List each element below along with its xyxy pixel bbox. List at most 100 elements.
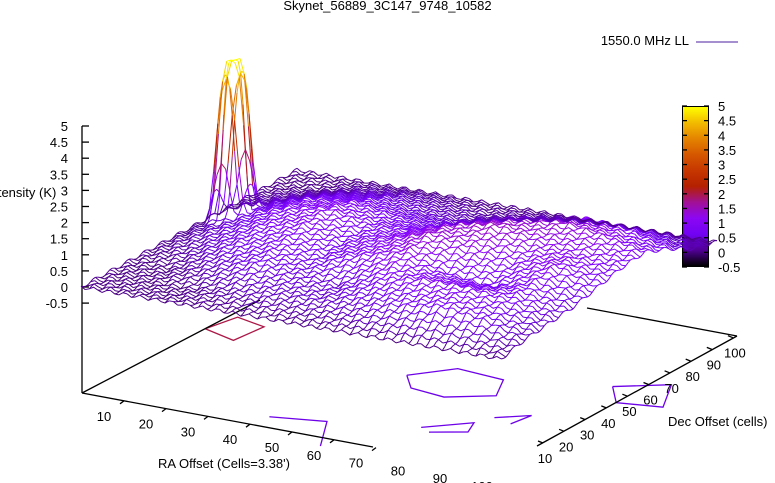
surface-mesh-line (493, 350, 498, 354)
y-tick-label: 20 (559, 439, 573, 454)
surface-mesh-line (476, 337, 480, 343)
surface-mesh-line (421, 286, 425, 289)
surface-mesh-line (263, 295, 269, 298)
surface-mesh-line (450, 345, 454, 349)
surface-mesh-line (427, 339, 431, 345)
surface-mesh-line (277, 287, 287, 292)
surface-mesh-line (597, 234, 601, 239)
surface-mesh-line (493, 318, 497, 324)
surface-mesh-line (252, 316, 258, 320)
surface-mesh-line (170, 293, 175, 296)
surface-mesh-line (360, 271, 364, 275)
surface-mesh-line (168, 278, 174, 282)
surface-mesh-line (467, 344, 473, 349)
surface-mesh-line (559, 280, 563, 286)
surface-mesh-line (511, 229, 517, 233)
surface-mesh-line (107, 269, 111, 273)
surface-mesh-line (439, 320, 443, 324)
surface-mesh-line (256, 292, 261, 294)
surface-mesh-line (182, 298, 187, 302)
surface-mesh-line (457, 338, 461, 343)
surface-mesh-line (342, 311, 348, 316)
surface-mesh-line (330, 246, 336, 250)
surface-mesh-line (525, 325, 530, 330)
surface-mesh-line (355, 310, 359, 315)
surface-mesh-line (465, 337, 469, 341)
surface-mesh-line (359, 313, 365, 318)
surface-mesh-line (162, 291, 167, 294)
colorbar-tick-label: 1 (718, 216, 725, 231)
surface-mesh-line (535, 247, 541, 251)
surface-mesh-line (123, 288, 128, 292)
surface-mesh-line (319, 262, 325, 266)
surface-mesh-line (302, 298, 307, 301)
surface-mesh-line (464, 324, 468, 330)
surface-mesh-line (472, 348, 477, 351)
surface-mesh-line (390, 263, 394, 268)
surface-mesh-line (110, 286, 116, 292)
surface-mesh-line (511, 344, 516, 347)
surface-mesh-line (566, 240, 572, 245)
surface-mesh-line (302, 294, 308, 297)
surface-mesh-line (441, 346, 446, 352)
surface-mesh-line (367, 321, 373, 325)
surface-mesh-line (223, 78, 227, 115)
surface-mesh-line (321, 309, 327, 314)
surface-mesh-line (294, 239, 298, 243)
surface-mesh-line (110, 289, 115, 295)
surface-mesh-line (202, 305, 208, 310)
surface-mesh-line (146, 284, 151, 288)
surface-mesh-line (429, 337, 435, 341)
surface-mesh-line (237, 61, 242, 74)
surface-mesh-line (349, 310, 353, 315)
surface-mesh-line (181, 302, 187, 306)
surface-mesh-line (246, 298, 251, 301)
surface-mesh-line (258, 288, 262, 292)
surface-mesh-line (495, 315, 499, 320)
surface-mesh-line (353, 332, 359, 335)
surface-mesh-line (445, 325, 449, 331)
surface-mesh-line (404, 249, 408, 254)
surface-mesh-line (167, 286, 172, 290)
surface-mesh-line (410, 320, 415, 323)
surface-mesh-line (199, 297, 205, 299)
surface-mesh-line (425, 314, 429, 318)
surface-mesh-line (261, 308, 266, 313)
surface-mesh-line (85, 284, 91, 287)
surface-mesh-line (311, 324, 317, 329)
surface-mesh-line (250, 298, 256, 303)
surface-mesh-line (159, 240, 163, 243)
surface-mesh-line (289, 171, 293, 176)
surface-mesh-line (405, 317, 411, 322)
surface-mesh-line (480, 317, 484, 323)
surface-mesh-line (240, 201, 244, 210)
surface-mesh-line (434, 236, 438, 241)
surface-mesh-line (374, 254, 378, 260)
surface-mesh-line (128, 284, 134, 288)
surface-mesh-line (301, 303, 307, 307)
surface-mesh-line (497, 345, 503, 350)
surface-mesh-line (135, 256, 139, 260)
surface-mesh-line (331, 301, 337, 305)
surface-mesh-line (399, 311, 404, 317)
surface-mesh-line (467, 321, 471, 326)
surface-mesh-line (316, 327, 321, 331)
surface-mesh-line (459, 308, 463, 312)
surface-mesh-line (569, 296, 575, 300)
surface-mesh-line (384, 322, 390, 326)
surface-mesh-line (439, 250, 443, 255)
surface-mesh-line (465, 249, 470, 254)
surface-mesh-line (360, 305, 366, 309)
surface-mesh-line (274, 245, 280, 249)
surface-mesh-line (254, 306, 259, 309)
x-tick-label: 60 (307, 448, 321, 463)
surface-mesh-line (148, 298, 153, 301)
surface-mesh-line (455, 311, 459, 315)
base-contour (406, 367, 505, 398)
surface-mesh-line (452, 249, 456, 255)
surface-mesh-line (397, 295, 401, 300)
surface-mesh-line (87, 281, 91, 285)
surface-mesh-line (149, 287, 155, 291)
surface-mesh-line (524, 336, 528, 341)
surface-mesh-line (146, 281, 152, 285)
